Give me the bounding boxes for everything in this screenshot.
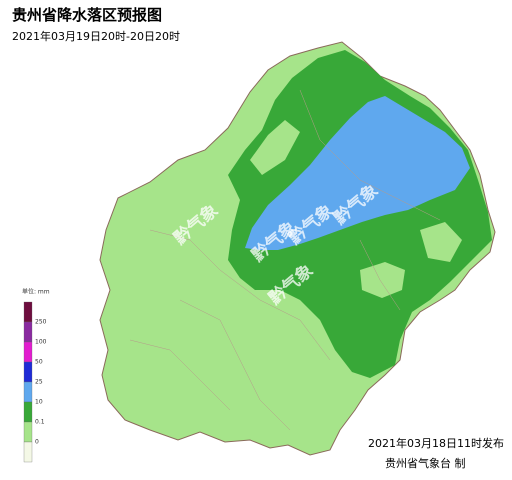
agency: 贵州省气象台 制 [385,456,466,470]
legend-swatch [23,341,33,363]
rain-25-50 [245,96,470,250]
legend-swatch [23,381,33,403]
light-area [360,262,405,298]
map-subtitle: 2021年03月19日20时-20日20时 [12,29,180,43]
legend-label: 50 [35,359,43,366]
legend-swatch [23,401,33,423]
legend-label: 25 [35,379,43,386]
legend-swatch [23,301,33,323]
legend-unit: 单位: mm [22,288,50,296]
legend-swatch [23,321,33,343]
light-area [420,222,462,262]
issue-time: 2021年03月18日11时发布 [368,436,504,450]
map-title: 贵州省降水落区预报图 [12,6,162,24]
legend: 单位: mm 250 100 50 25 10 0.1 0 [22,288,50,463]
legend-label: 10 [35,399,43,406]
legend-label: 250 [35,319,47,326]
county-borders [129,89,441,431]
legend-label: 0 [35,439,39,446]
legend-swatch [23,421,33,443]
legend-swatch [23,361,33,383]
legend-swatch [23,441,33,463]
legend-label: 0.1 [35,419,45,426]
light-area [250,120,300,175]
legend-label: 100 [35,339,47,346]
